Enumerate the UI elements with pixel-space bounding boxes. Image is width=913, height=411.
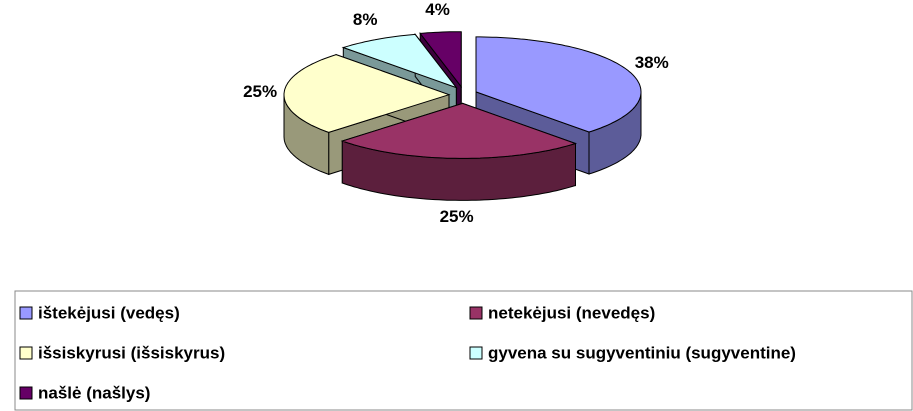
- legend-label: netekėjusi (nevedęs): [488, 303, 655, 322]
- slice: [419, 31, 462, 89]
- legend-label: išsiskyrusi (išsiskyrus): [38, 343, 225, 362]
- slice: [475, 36, 642, 133]
- legend-box: [14, 290, 913, 411]
- legend-swatch: [469, 346, 483, 360]
- data-label: 25%: [440, 207, 474, 226]
- slice: [283, 54, 451, 133]
- legend-swatch: [469, 306, 483, 320]
- legend-swatch: [19, 346, 33, 360]
- legend-swatch: [19, 386, 33, 400]
- slice: [340, 102, 578, 159]
- data-label: 38%: [635, 53, 669, 72]
- slice: [341, 33, 458, 89]
- data-label: 25%: [243, 82, 277, 101]
- legend-label: gyvena su sugyventiniu (sugyventine): [488, 343, 796, 362]
- data-label: 4%: [425, 0, 450, 19]
- data-label: 8%: [353, 10, 378, 29]
- legend-label: ištekėjusi (vedęs): [38, 303, 180, 322]
- legend-swatch: [19, 306, 33, 320]
- legend-label: našlė (našlys): [38, 383, 150, 402]
